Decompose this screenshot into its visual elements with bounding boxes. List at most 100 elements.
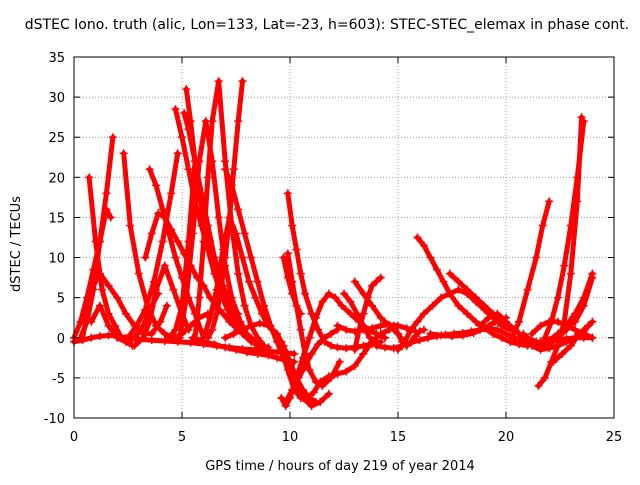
data-point [307,349,316,358]
data-point [210,253,219,262]
data-point [298,385,307,394]
data-point [476,321,485,330]
data-point [311,397,320,406]
y-axis-label: dSTEC / TECUs [9,196,24,292]
data-point [158,205,167,214]
data-point [253,277,262,286]
data-point [132,321,141,330]
data-point [195,293,204,302]
data-point [307,309,316,318]
data-point [87,317,96,326]
data-point [160,329,169,338]
data-point [553,293,562,302]
data-point [221,253,230,262]
data-point [402,341,411,350]
data-point [335,357,344,366]
data-point [549,357,558,366]
data-point [406,325,415,334]
data-point [184,125,193,134]
data-point [448,332,456,341]
data-point [273,329,282,338]
data-point [277,393,286,402]
data-point [376,273,385,282]
data-point [327,329,336,338]
plot-frame [73,56,615,419]
data-point [536,321,545,330]
data-point [454,277,463,286]
data-point [171,253,180,262]
data-point [286,393,294,402]
data-point [365,333,374,342]
data-point [491,317,500,326]
data-point [538,221,547,230]
data-point [234,269,243,278]
data-point [502,317,510,326]
y-tick-label: 5 [57,292,65,307]
data-point [247,321,256,330]
data-point [579,117,588,126]
data-point [173,149,182,158]
data-point [160,336,169,345]
data-point [497,333,506,342]
data-point [577,113,586,122]
data-point [169,285,178,294]
data-point [244,277,253,286]
data-point [419,241,428,250]
data-point [145,317,154,326]
data-point [389,321,398,330]
data-point [134,335,143,344]
axes: 0 5 10 15 20 25 -10 -5 0 5 10 15 20 25 30 35 [44,51,623,445]
data-point [584,321,593,330]
y-tick-label: 25 [48,131,65,146]
series-arc38 [426,313,510,341]
data-point [545,317,554,326]
data-point [238,77,247,86]
data-point [95,269,104,278]
data-point [523,285,532,294]
data-point [229,329,238,338]
data-point [208,325,217,334]
data-point [104,321,113,330]
data-point [540,373,549,382]
data-point [327,341,336,350]
x-tick-label: 25 [606,430,623,445]
data-point [229,313,238,322]
data-point [318,297,327,306]
data-point [368,281,377,290]
y-tick-label: -10 [44,412,65,427]
data-point [534,381,543,390]
data-point [368,301,377,310]
data-point [394,329,402,338]
data-point [394,345,402,354]
data-point [553,341,562,350]
data-point [575,329,584,338]
y-tick-label: 30 [48,91,65,106]
data-point [562,325,571,334]
series-arc19 [221,165,333,410]
data-point [437,331,446,340]
data-point [216,285,225,294]
data-point [463,309,472,318]
data-point [301,289,310,298]
data-point [350,327,359,336]
series-arc28 [279,253,305,318]
data-point [212,309,221,318]
data-point [514,340,523,349]
data-point [178,133,186,142]
data-point [238,253,247,262]
data-point [536,341,545,350]
x-tick-label: 0 [70,430,78,445]
data-point [359,309,368,318]
data-point [527,337,536,346]
data-point [411,332,420,341]
data-point [480,301,489,310]
data-point [445,289,454,298]
data-point [489,329,498,338]
data-point [413,317,422,326]
data-point [130,341,139,350]
data-point [316,377,325,386]
data-point [560,261,569,270]
data-point [324,389,333,398]
data-point [152,181,161,190]
